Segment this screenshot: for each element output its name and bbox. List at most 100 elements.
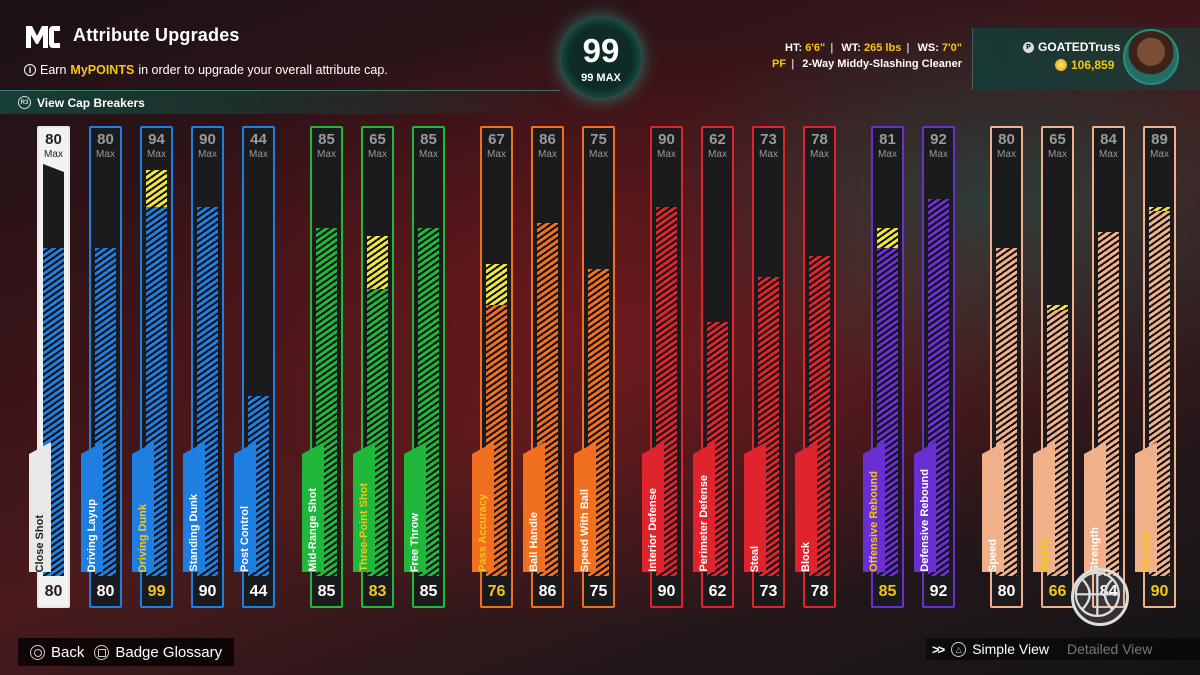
attribute-max-value: 85 bbox=[420, 131, 437, 148]
attribute-max-label: Max bbox=[368, 149, 387, 160]
attribute-name: Vertical bbox=[1140, 532, 1152, 572]
attribute-bar-standing-dunk[interactable]: 90 Max Standing Dunk 90 bbox=[183, 126, 224, 608]
attribute-name: Post Control bbox=[239, 506, 251, 572]
footer-controls: Back Badge Glossary bbox=[18, 638, 235, 666]
attribute-max-label: Max bbox=[657, 149, 676, 160]
attribute-bar-steal[interactable]: 73 Max Steal 73 bbox=[744, 126, 785, 608]
player-measurements: HT: 6'6" | WT: 265 lbs | WS: 7'0" bbox=[785, 42, 962, 54]
attribute-max-label: Max bbox=[198, 149, 217, 160]
attribute-max-label: Max bbox=[44, 149, 63, 160]
attribute-bar-speed-with-ball[interactable]: 75 Max Speed With Ball 75 bbox=[574, 126, 615, 608]
attribute-max-label: Max bbox=[1048, 149, 1067, 160]
player-archetype: 2-Way Middy-Slashing Cleaner bbox=[802, 58, 962, 70]
attribute-current-value: 85 bbox=[878, 583, 897, 600]
vc-amount: 106,859 bbox=[1071, 58, 1115, 72]
attribute-label-tab: Driving Dunk bbox=[132, 442, 154, 572]
back-label: Back bbox=[51, 643, 85, 661]
attribute-max-value: 81 bbox=[879, 131, 896, 148]
attribute-max-label: Max bbox=[929, 149, 948, 160]
vc-balance: 106,859 bbox=[1055, 58, 1114, 72]
page-title: Attribute Upgrades bbox=[73, 25, 240, 45]
attribute-bar-pass-accuracy[interactable]: 67 Max Pass Accuracy 76 bbox=[472, 126, 513, 608]
attribute-name: Strength bbox=[1089, 526, 1101, 572]
ht-label: HT: bbox=[785, 42, 803, 54]
attribute-bar-perimeter-defense[interactable]: 62 Max Perimeter Defense 62 bbox=[693, 126, 734, 608]
attribute-bar-driving-dunk[interactable]: 94 Max Driving Dunk 99 bbox=[132, 126, 173, 608]
view-cap-breakers-button[interactable]: R3 View Cap Breakers bbox=[0, 90, 560, 114]
player-info: HT: 6'6" | WT: 265 lbs | WS: 7'0" PF | 2-Wa… bbox=[730, 40, 962, 72]
playstation-icon: P bbox=[1023, 41, 1034, 53]
attribute-label-tab: Steal bbox=[744, 442, 766, 572]
vc-coin-icon bbox=[1055, 59, 1067, 71]
badge-glossary-button[interactable]: Badge Glossary bbox=[94, 644, 222, 661]
attribute-name: Close Shot bbox=[34, 514, 46, 572]
attribute-bar-three-point-shot[interactable]: 65 Max Three-Point Shot 83 bbox=[353, 126, 394, 608]
attribute-name: Steal bbox=[749, 545, 761, 572]
attribute-bar-close-shot[interactable]: 80 Max Close Shot 80 bbox=[29, 126, 70, 608]
attribute-label-tab: Post Control bbox=[234, 442, 256, 572]
attribute-current-value: 90 bbox=[657, 583, 676, 600]
attribute-max-value: 73 bbox=[760, 131, 777, 148]
attribute-name: Driving Layup bbox=[86, 498, 98, 572]
attribute-current-value: 76 bbox=[487, 583, 506, 600]
attribute-bar-ball-handle[interactable]: 86 Max Ball Handle 86 bbox=[523, 126, 564, 608]
attribute-bar-agility[interactable]: 65 Max Agility 66 bbox=[1033, 126, 1074, 608]
back-button[interactable]: Back bbox=[30, 644, 84, 661]
wt-label: WT: bbox=[841, 42, 861, 54]
detailed-view-button[interactable]: Detailed View bbox=[1066, 641, 1153, 657]
attribute-upgrade-segment bbox=[146, 170, 167, 207]
attribute-max-value: 85 bbox=[318, 131, 335, 148]
attribute-max-label: Max bbox=[997, 149, 1016, 160]
attribute-current-value: 66 bbox=[1048, 583, 1067, 600]
attribute-label-tab: Ball Handle bbox=[523, 442, 545, 572]
attribute-label-tab: Defensive Rebound bbox=[914, 442, 936, 572]
attribute-max-label: Max bbox=[878, 149, 897, 160]
attribute-max-label: Max bbox=[419, 149, 438, 160]
simple-view-button[interactable]: △ Simple View bbox=[951, 641, 1049, 657]
attribute-name: Agility bbox=[1038, 538, 1050, 572]
attribute-name: Perimeter Defense bbox=[698, 475, 710, 572]
attribute-max-label: Max bbox=[317, 149, 336, 160]
attribute-bar-interior-defense[interactable]: 90 Max Interior Defense 90 bbox=[642, 126, 683, 608]
attribute-label-tab: Vertical bbox=[1135, 442, 1157, 572]
wt-value: 265 lbs bbox=[864, 42, 902, 54]
attribute-bar-free-throw[interactable]: 85 Max Free Throw 85 bbox=[404, 126, 445, 608]
attribute-upgrade-segment bbox=[877, 227, 898, 248]
attribute-max-value: 75 bbox=[590, 131, 607, 148]
attribute-label-tab: Driving Layup bbox=[81, 442, 103, 572]
attribute-max-value: 90 bbox=[658, 131, 675, 148]
attribute-bar-driving-layup[interactable]: 80 Max Driving Layup 80 bbox=[81, 126, 122, 608]
basketball-icon[interactable] bbox=[1071, 568, 1129, 626]
attribute-name: Free Throw bbox=[409, 512, 421, 572]
attribute-label-tab: Offensive Rebound bbox=[863, 442, 885, 572]
attribute-current-value: 75 bbox=[589, 583, 608, 600]
attribute-bar-vertical[interactable]: 89 Max Vertical 90 bbox=[1135, 126, 1176, 608]
chevron-right-icon: >> bbox=[932, 641, 945, 657]
attribute-bar-offensive-rebound[interactable]: 81 Max Offensive Rebound 85 bbox=[863, 126, 904, 608]
attribute-name: Speed bbox=[987, 538, 999, 572]
attribute-current-value: 90 bbox=[198, 583, 217, 600]
player-position: PF bbox=[772, 58, 787, 70]
attribute-max-label: Max bbox=[708, 149, 727, 160]
attribute-max-label: Max bbox=[1099, 149, 1118, 160]
attribute-label-tab: Block bbox=[795, 442, 817, 572]
attribute-name: Standing Dunk bbox=[188, 494, 200, 572]
attribute-label-tab: Speed bbox=[982, 442, 1004, 572]
gamertag: P GOATEDTruss bbox=[1023, 40, 1120, 54]
attribute-bar-defensive-rebound[interactable]: 92 Max Defensive Rebound 92 bbox=[914, 126, 955, 608]
subtitle: i Earn MyPOINTS in order to upgrade your… bbox=[24, 63, 388, 77]
attribute-name: Offensive Rebound bbox=[868, 471, 880, 572]
avatar bbox=[1123, 29, 1179, 85]
gamertag-label: GOATEDTruss bbox=[1038, 40, 1121, 54]
attribute-bar-strength[interactable]: 84 Max Strength 84 bbox=[1084, 126, 1125, 608]
attribute-bar-speed[interactable]: 80 Max Speed 80 bbox=[982, 126, 1023, 608]
attribute-bar-post-control[interactable]: 44 Max Post Control 44 bbox=[234, 126, 275, 608]
attribute-label-tab: Speed With Ball bbox=[574, 442, 596, 572]
attribute-name: Interior Defense bbox=[647, 488, 659, 572]
attribute-current-value: 99 bbox=[147, 583, 166, 600]
attribute-max-value: 62 bbox=[709, 131, 726, 148]
attribute-bar-mid-range-shot[interactable]: 85 Max Mid-Range Shot 85 bbox=[302, 126, 343, 608]
attribute-current-value: 86 bbox=[538, 583, 557, 600]
attribute-bar-block[interactable]: 78 Max Block 78 bbox=[795, 126, 836, 608]
attribute-upgrade-segment bbox=[367, 235, 388, 289]
